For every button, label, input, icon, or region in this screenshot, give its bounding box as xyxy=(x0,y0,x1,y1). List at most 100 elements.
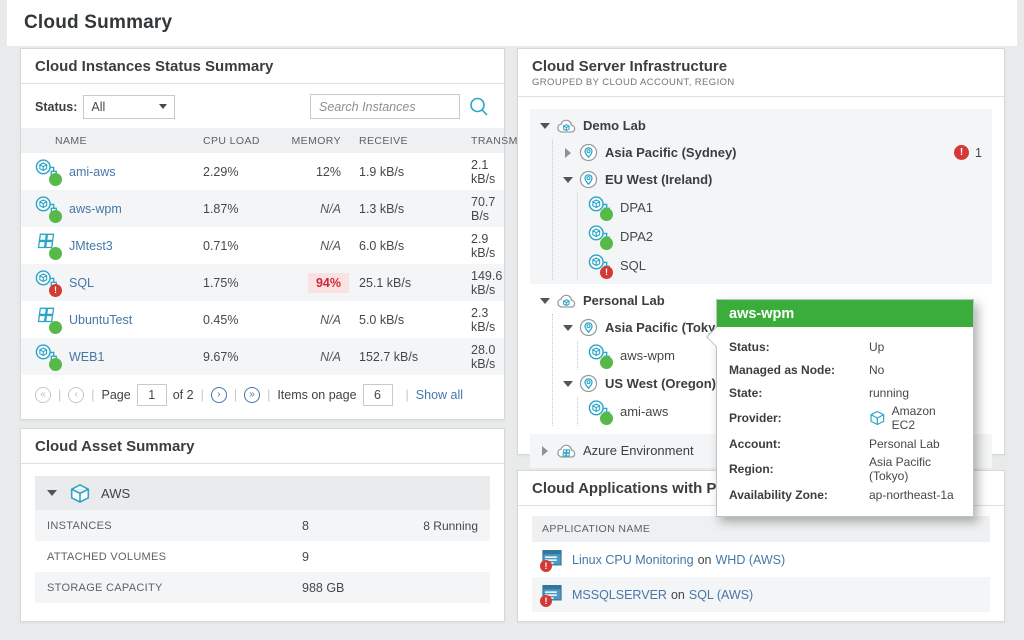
instance-label[interactable]: ami-aws xyxy=(620,404,668,419)
application-icon: ! xyxy=(542,585,564,605)
error-badge-icon: ! xyxy=(954,145,969,160)
instance-link[interactable]: ami-aws xyxy=(69,165,116,179)
status-error-dot: ! xyxy=(49,284,62,297)
tree-instance-row[interactable]: ! SQL xyxy=(578,251,992,280)
status-dropdown-value: All xyxy=(91,100,105,114)
separator: | xyxy=(58,388,61,402)
status-dropdown[interactable]: All xyxy=(83,95,175,119)
separator: | xyxy=(201,388,204,402)
tree-account-row[interactable]: Demo Lab xyxy=(530,112,992,139)
transmit-value: 2.3 kB/s xyxy=(437,306,495,334)
table-row: ami-aws 2.29% 12% 1.9 kB/s 2.1 kB/s xyxy=(21,153,504,190)
cpu-value: 9.67% xyxy=(203,350,289,364)
instance-link[interactable]: WEB1 xyxy=(69,350,104,364)
status-up-dot xyxy=(600,412,613,425)
account-label[interactable]: Azure Environment xyxy=(583,443,694,458)
status-error-dot: ! xyxy=(600,266,613,279)
asset-label: ATTACHED VOLUMES xyxy=(47,551,302,563)
aws-cube-icon xyxy=(69,483,91,504)
ec2-instance-icon xyxy=(588,225,612,249)
transmit-value: 2.1 kB/s xyxy=(437,158,495,186)
tree-region-row[interactable]: EU West (Ireland) xyxy=(553,166,992,193)
application-icon: ! xyxy=(542,550,564,570)
tooltip-label: Account: xyxy=(729,437,869,451)
asset-row: INSTANCES 8 8 Running xyxy=(35,510,490,541)
separator: | xyxy=(234,388,237,402)
col-receive[interactable]: RECEIVE xyxy=(341,135,437,147)
instance-label[interactable]: SQL xyxy=(620,258,646,273)
search-icon[interactable] xyxy=(468,96,490,118)
instance-label[interactable]: DPA1 xyxy=(620,200,653,215)
items-on-page-input[interactable] xyxy=(363,384,393,406)
asset-value: 9 xyxy=(302,550,309,564)
ec2-instance-icon: ! xyxy=(35,270,61,296)
tooltip-label: State: xyxy=(729,386,869,400)
panel-title: Cloud Instances Status Summary xyxy=(35,58,490,75)
error-count: 1 xyxy=(975,146,982,160)
instance-link[interactable]: SQL xyxy=(69,276,94,290)
account-label[interactable]: Personal Lab xyxy=(583,293,665,308)
tooltip-value: Amazon EC2 xyxy=(892,404,961,432)
page-input[interactable] xyxy=(137,384,167,406)
asset-row: ATTACHED VOLUMES 9 xyxy=(35,541,490,572)
search-input[interactable] xyxy=(310,94,460,119)
status-label: Status: xyxy=(35,100,77,114)
show-all-link[interactable]: Show all xyxy=(416,388,463,402)
instance-link[interactable]: JMtest3 xyxy=(69,239,113,253)
col-name[interactable]: NAME xyxy=(35,135,203,147)
status-up-dot xyxy=(49,173,62,186)
tree-region-row[interactable]: Asia Pacific (Sydney) ! 1 xyxy=(553,139,992,166)
memory-value: N/A xyxy=(289,313,341,327)
expander-expanded-icon[interactable] xyxy=(563,381,573,387)
page-label: Page xyxy=(102,388,131,402)
last-page-icon[interactable]: » xyxy=(244,387,260,403)
azure-vm-instance-icon xyxy=(35,307,61,333)
instance-label[interactable]: aws-wpm xyxy=(620,348,675,363)
node-link[interactable]: WHD (AWS) xyxy=(716,553,786,567)
expander-collapsed-icon[interactable] xyxy=(542,446,548,456)
instance-label[interactable]: DPA2 xyxy=(620,229,653,244)
page-total: of 2 xyxy=(173,388,194,402)
expander-collapsed-icon[interactable] xyxy=(565,148,571,158)
tree-instance-row[interactable]: DPA2 xyxy=(578,222,992,251)
cpu-value: 0.45% xyxy=(203,313,289,327)
table-row: JMtest3 0.71% N/A 6.0 kB/s 2.9 kB/s xyxy=(21,227,504,264)
region-icon xyxy=(579,143,598,162)
ec2-instance-icon xyxy=(35,344,61,370)
col-memory[interactable]: MEMORY xyxy=(289,135,341,147)
expander-expanded-icon[interactable] xyxy=(540,298,550,304)
col-cpu[interactable]: CPU LOAD xyxy=(203,135,289,147)
expander-expanded-icon[interactable] xyxy=(563,177,573,183)
receive-value: 1.3 kB/s xyxy=(341,202,437,216)
status-up-dot xyxy=(49,358,62,371)
receive-value: 152.7 kB/s xyxy=(341,350,437,364)
region-label[interactable]: Asia Pacific (Sydney) xyxy=(605,145,737,160)
instance-link[interactable]: aws-wpm xyxy=(69,202,122,216)
region-label[interactable]: US West (Oregon) xyxy=(605,376,716,391)
receive-value: 5.0 kB/s xyxy=(341,313,437,327)
application-link[interactable]: Linux CPU Monitoring xyxy=(572,553,694,567)
ec2-instance-icon xyxy=(588,400,612,424)
node-link[interactable]: SQL (AWS) xyxy=(689,588,753,602)
cloud-account-icon xyxy=(556,292,576,309)
aws-group-row[interactable]: AWS xyxy=(35,476,490,510)
transmit-value: 149.6 kB/s xyxy=(437,269,502,297)
collapse-icon[interactable] xyxy=(47,490,57,496)
tree-instance-row[interactable]: DPA1 xyxy=(578,193,992,222)
ec2-instance-icon: ! xyxy=(588,254,612,278)
region-label[interactable]: EU West (Ireland) xyxy=(605,172,712,187)
separator: | xyxy=(406,388,409,402)
cpu-value: 1.75% xyxy=(203,276,289,290)
account-label[interactable]: Demo Lab xyxy=(583,118,646,133)
prev-page-icon[interactable]: ‹ xyxy=(68,387,84,403)
tooltip-value: running xyxy=(869,386,909,400)
expander-expanded-icon[interactable] xyxy=(563,325,573,331)
col-transmit[interactable]: TRANSMIT xyxy=(437,135,528,147)
first-page-icon[interactable]: « xyxy=(35,387,51,403)
expander-expanded-icon[interactable] xyxy=(540,123,550,129)
instance-link[interactable]: UbuntuTest xyxy=(69,313,132,327)
separator: | xyxy=(267,388,270,402)
receive-value: 1.9 kB/s xyxy=(341,165,437,179)
application-link[interactable]: MSSQLSERVER xyxy=(572,588,667,602)
next-page-icon[interactable]: › xyxy=(211,387,227,403)
